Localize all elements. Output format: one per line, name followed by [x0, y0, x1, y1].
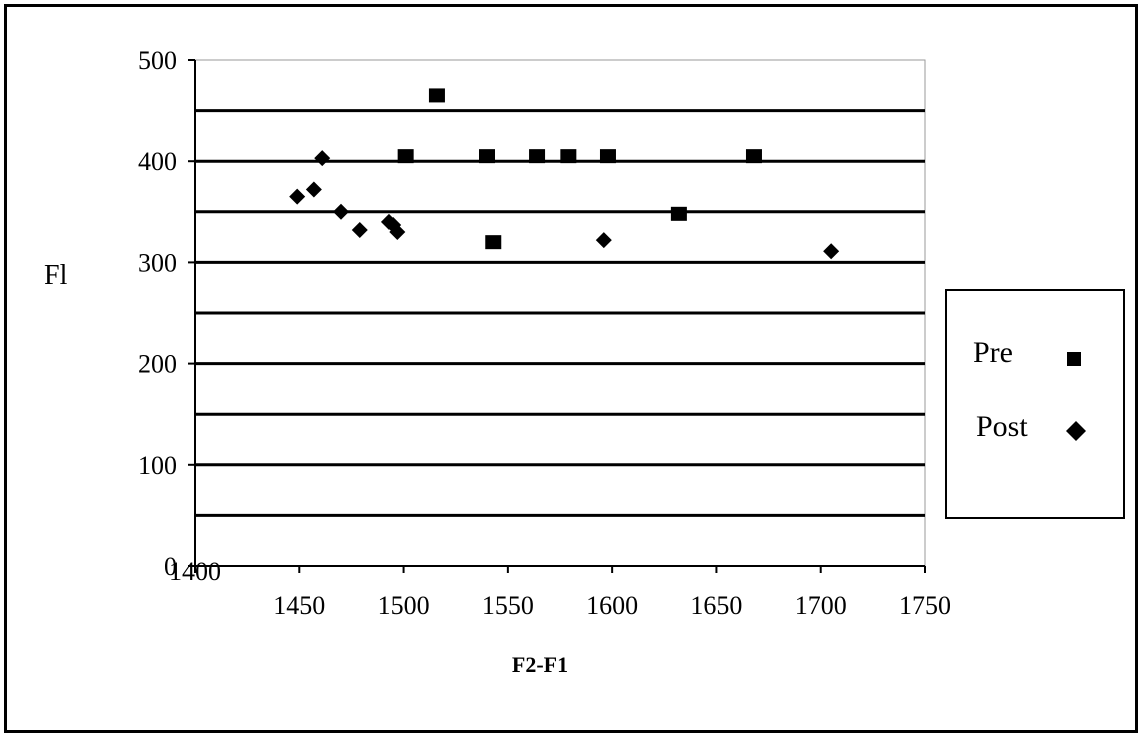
x-tick-label: 1400: [169, 557, 221, 586]
y-tick-label: 0: [164, 552, 177, 581]
y-axis-label: Fl: [44, 260, 68, 291]
legend-label-pre: Pre: [973, 336, 1013, 369]
y-axis-ticks: 0 100 200 300 400 500: [138, 46, 195, 581]
data-points: [289, 88, 840, 260]
y-tick-label: 500: [138, 46, 177, 75]
data-point-post: [314, 150, 331, 167]
x-tick-label: 1700: [795, 591, 847, 620]
axes: [194, 60, 925, 567]
x-tick-label: 1500: [378, 591, 430, 620]
x-axis-label: F2-F1: [512, 652, 568, 677]
legend: Pre Post: [945, 289, 1125, 519]
data-point-post: [333, 203, 349, 220]
gridlines: [195, 109, 925, 517]
y-tick-label: 300: [138, 248, 177, 277]
legend-box: [945, 289, 1125, 519]
data-point-pre: [560, 149, 577, 164]
data-point-post: [389, 224, 406, 241]
x-axis-ticks: 1400 1450 1500 1550 1600 1650 1700 1750: [169, 557, 951, 620]
x-tick-label: 1750: [899, 591, 951, 620]
data-point-pre: [670, 206, 687, 221]
data-point-pre: [599, 149, 616, 164]
data-point-pre: [485, 235, 502, 250]
data-point-pre: [397, 149, 414, 164]
data-point-pre: [529, 149, 546, 164]
data-point-pre: [428, 88, 445, 103]
data-point-pre: [745, 149, 762, 164]
x-tick-label: 1450: [273, 591, 325, 620]
x-tick-label: 1650: [690, 591, 742, 620]
legend-marker-diamond-icon: [1066, 421, 1086, 441]
data-point-post: [305, 181, 322, 198]
data-point-post: [351, 222, 368, 239]
data-point-pre: [479, 149, 495, 164]
data-point-post: [823, 243, 840, 260]
legend-marker-square-icon: [1067, 352, 1081, 366]
legend-label-post: Post: [976, 410, 1028, 443]
y-tick-label: 400: [138, 147, 177, 176]
data-point-post: [595, 232, 612, 249]
y-tick-label: 100: [138, 451, 177, 480]
x-tick-label: 1600: [586, 591, 638, 620]
x-tick-label: 1550: [482, 591, 534, 620]
y-tick-label: 200: [138, 350, 177, 379]
data-point-post: [289, 188, 306, 205]
